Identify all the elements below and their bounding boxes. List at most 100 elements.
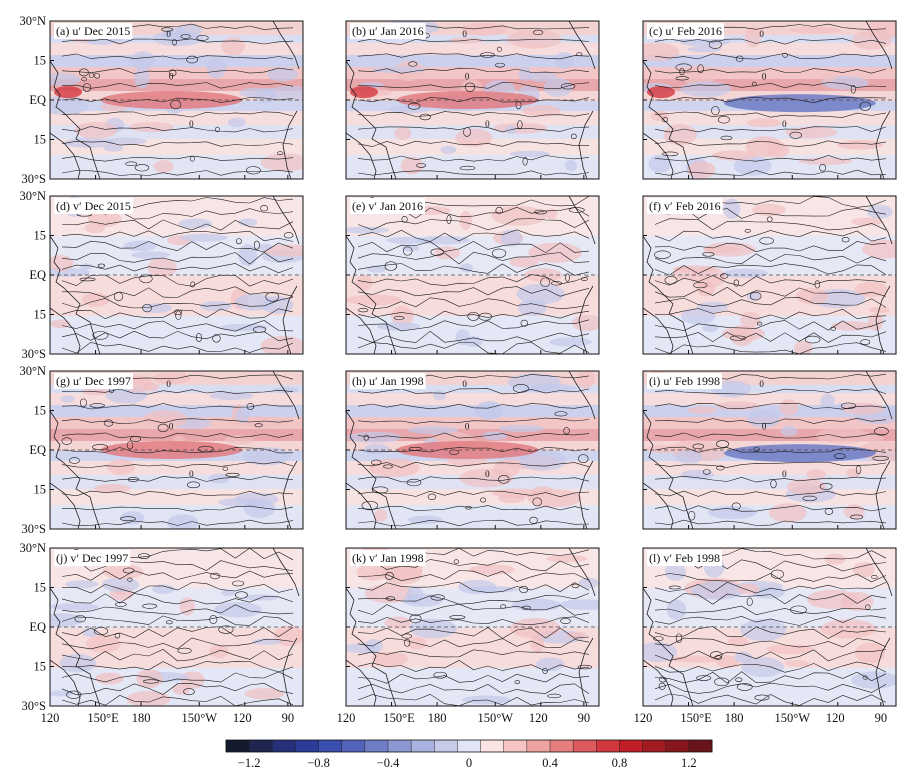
contour-loop [459,165,476,171]
contour-loop [115,601,127,607]
contour-line [61,403,293,410]
contour-line [654,342,887,354]
contour-loop [560,83,576,90]
contour-loop [252,326,267,333]
coastline [578,460,594,529]
contour-loop [862,675,868,680]
x-tick-label: 150°E [680,711,712,725]
panel-field: 0 0 0 [346,21,599,179]
anomaly-blotch [723,198,741,220]
anomaly-blotch [666,599,687,620]
contour-line [654,230,887,242]
panel-label-background [350,373,426,389]
panel-label: (l) v′ Feb 1998 [649,551,720,565]
contour-loop [550,281,563,286]
contour-loop [168,69,177,77]
contour-line [61,252,294,265]
contour-loop [568,207,585,213]
anomaly-blotch [664,562,686,581]
contour-loop [401,216,408,223]
contour-line [357,170,590,176]
contour-loop [212,334,221,343]
anomaly-blotch [854,642,886,664]
contour-loop [385,596,396,601]
anomaly-blotch [497,493,525,503]
panel-b: 0 0 0 (b) u′ Jan 2016 [345,20,600,180]
anomaly-blotch [50,254,74,272]
coastline [643,307,674,354]
contour-loop [408,61,418,67]
anomaly-blotch [846,468,861,478]
anomaly-blotch [265,85,303,102]
y-tick-label: 15 [34,660,47,674]
anomaly-blotch [263,244,303,257]
contour-loop [246,403,255,410]
contour-line [61,695,294,706]
anomaly-blotch [716,655,739,669]
y-tick-label: EQ [29,443,46,457]
contour-loop [283,232,294,239]
contour-line [654,82,887,89]
contour-line [61,649,294,662]
contour-loop [746,597,753,606]
contour-loop [142,603,158,609]
contour-loop [692,443,704,450]
western-red-core [647,86,675,99]
anomaly-blotch [566,631,587,640]
contour-loop [850,514,864,520]
contour-line [61,418,294,424]
coastline [50,587,101,706]
contour-loop [384,261,397,271]
anomaly-blotch [509,256,539,268]
anomaly-blotch [141,303,172,313]
anomaly-blotch [143,410,188,428]
contour-loop [554,411,568,417]
contour-loop [177,647,192,654]
contour-line [357,649,590,658]
anomaly-blotch [687,406,718,414]
colorbar-swatch [619,740,644,752]
coastline [50,60,101,179]
contour-loop [830,326,837,331]
contour-loop [114,632,121,639]
coastline [272,21,300,70]
anomaly-band [346,155,599,179]
contour-line [654,417,887,424]
contour-loop [714,677,730,687]
anomaly-blotch [153,160,174,173]
anomaly-blotch [675,450,703,464]
panel-field [346,196,599,354]
contour-zero-label: 0 [189,469,194,479]
easterly-anomaly [723,94,876,113]
contour-line [357,461,590,468]
contour-loop [186,55,198,64]
contour-loop [571,583,580,589]
panel-field [346,548,599,706]
contour-loop [408,446,423,451]
y-tick-label: 30°N [19,14,46,28]
colorbar: −1.2 −0.8 −0.4 0 0.4 0.8 1.2 [225,739,713,770]
coastline [282,460,298,529]
x-tick-label: 150°W [774,711,810,725]
anomaly-blotch [459,211,473,231]
coastline [282,285,298,354]
contour-line [357,673,590,684]
anomaly-blotch [543,78,573,97]
contour-loop [841,237,850,243]
contour-loop [859,101,871,111]
anomaly-blotch [346,226,390,234]
contour-line [654,263,887,276]
contour-loop [214,126,220,132]
anomaly-blotch [50,690,74,697]
anomaly-blotch [821,72,835,83]
contour-line [61,682,294,696]
contour-loop [850,85,856,94]
colorbar-tick-label: 0.8 [612,756,628,770]
contour-loop [189,156,195,162]
contour-line [654,275,887,287]
panel-d: (d) v′ Dec 2015 [49,195,304,355]
colorbar-tick-label: −0.8 [307,756,330,770]
contour-line [62,505,294,512]
anomaly-blotch [384,616,412,630]
coastline [50,659,81,706]
